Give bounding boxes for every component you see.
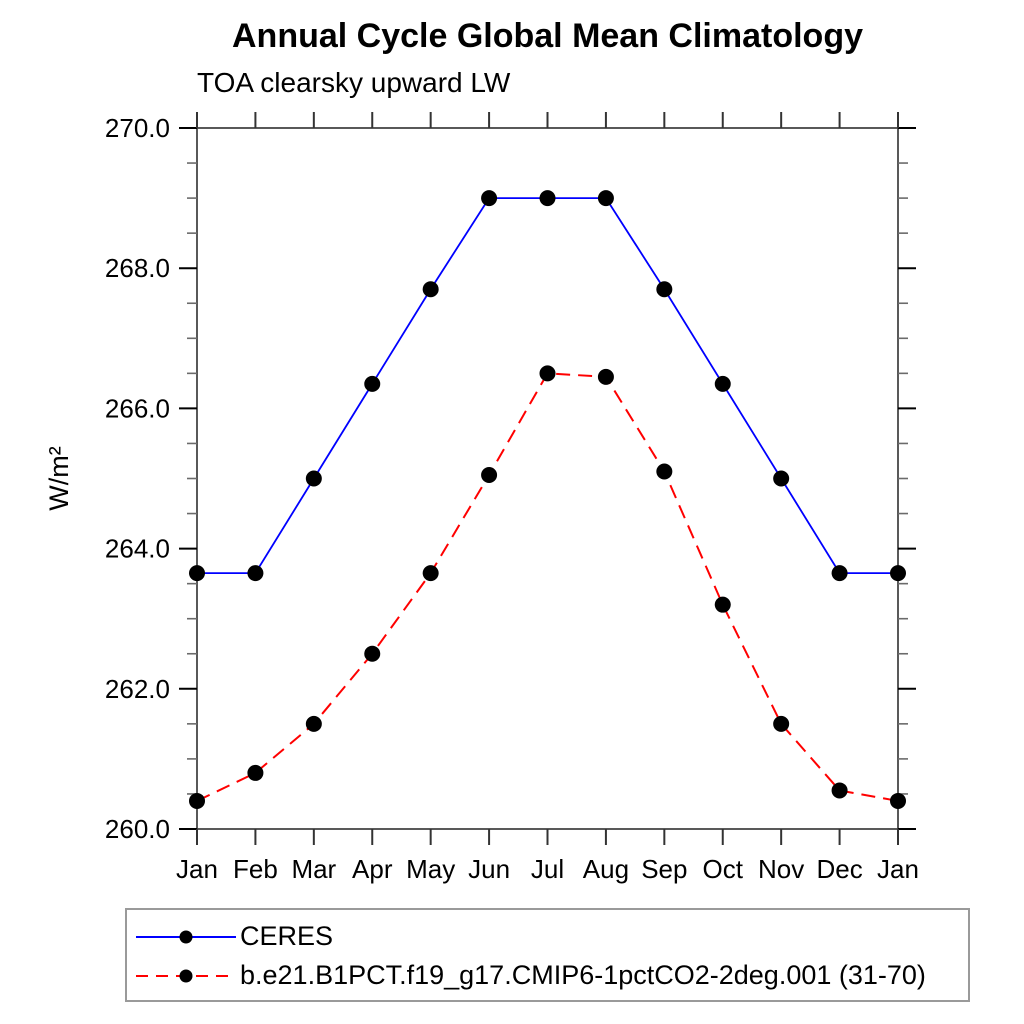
svg-text:266.0: 266.0 xyxy=(105,393,170,423)
svg-text:Sep: Sep xyxy=(641,854,687,884)
svg-text:May: May xyxy=(406,854,455,884)
svg-text:W/m²: W/m² xyxy=(44,446,74,510)
legend-marker-dot-icon xyxy=(179,930,193,943)
legend-marker-dot-icon xyxy=(179,969,193,982)
svg-text:260.0: 260.0 xyxy=(105,814,170,844)
svg-text:264.0: 264.0 xyxy=(105,534,170,564)
legend-item-model: b.e21.B1PCT.f19_g17.CMIP6-1pctCO2-2deg.0… xyxy=(132,956,964,995)
svg-text:Jun: Jun xyxy=(468,854,510,884)
svg-text:Dec: Dec xyxy=(816,854,862,884)
chart-title: Annual Cycle Global Mean Climatology xyxy=(232,17,863,55)
svg-text:Jan: Jan xyxy=(176,854,218,884)
svg-text:Aug: Aug xyxy=(583,854,629,884)
svg-text:Nov: Nov xyxy=(758,854,804,884)
svg-text:Apr: Apr xyxy=(352,854,393,884)
legend-dashed-line-sample xyxy=(136,969,236,982)
legend: CERES b.e21.B1PCT.f19_g17.CMIP6-1pctCO2-… xyxy=(125,908,970,1002)
legend-label-model: b.e21.B1PCT.f19_g17.CMIP6-1pctCO2-2deg.0… xyxy=(240,960,926,990)
svg-text:Mar: Mar xyxy=(291,854,336,884)
legend-solid-line-sample xyxy=(136,930,236,943)
chart-subtitle: TOA clearsky upward LW xyxy=(197,67,511,98)
svg-text:Oct: Oct xyxy=(703,854,744,884)
legend-item-ceres: CERES xyxy=(132,917,964,956)
legend-label-ceres: CERES xyxy=(240,921,334,951)
svg-text:Feb: Feb xyxy=(233,854,278,884)
svg-text:Jan: Jan xyxy=(877,854,919,884)
svg-text:262.0: 262.0 xyxy=(105,674,170,704)
svg-text:Jul: Jul xyxy=(531,854,564,884)
plot-area: 260.0 262.0 264.0 266.0 268.0 270.0 Jan Feb Mar A… xyxy=(44,112,919,884)
svg-text:268.0: 268.0 xyxy=(105,253,170,283)
svg-text:270.0: 270.0 xyxy=(105,113,170,143)
